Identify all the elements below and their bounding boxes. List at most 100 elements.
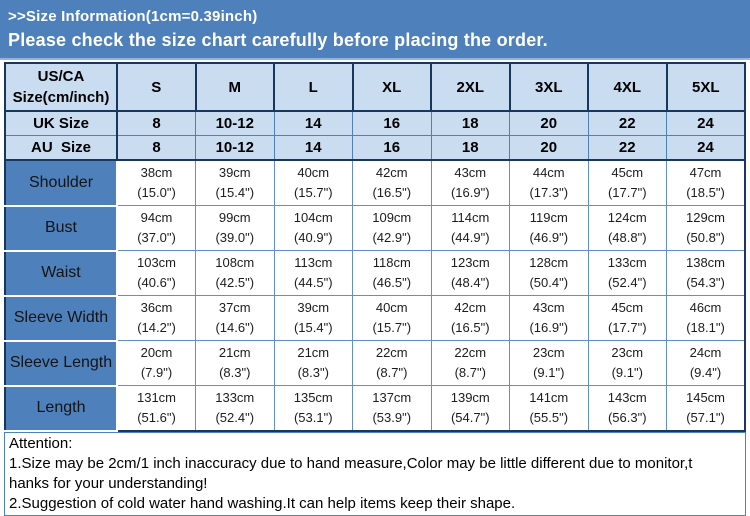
inch-value: (16.5") <box>372 185 412 200</box>
cm-value: 39cm <box>297 300 330 315</box>
inch-value: (18.1") <box>686 320 725 335</box>
cm-value: 133cm <box>607 255 647 270</box>
cm-value: 124cm <box>607 210 647 225</box>
size-chart-table: US/CA Size(cm/inch) S M L XL 2XL 3XL 4XL… <box>4 62 746 432</box>
cm-value: 37cm <box>218 300 251 315</box>
inch-value: (48.8") <box>607 230 647 245</box>
inch-value: (15.4") <box>293 320 333 335</box>
inch-value: (56.3") <box>607 410 647 425</box>
measurement-cell: 36cm (14.2") <box>116 295 196 341</box>
measurement-cell: 99cm (39.0") <box>195 205 275 251</box>
inch-value: (17.7") <box>607 185 647 200</box>
cm-value: 123cm <box>450 255 490 270</box>
cm-value: 47cm <box>689 165 722 180</box>
size-column-header-5xl: 5XL <box>665 62 746 112</box>
cm-value: 141cm <box>529 390 569 405</box>
uk-size-value: 14 <box>273 110 353 136</box>
measurement-cell: 45cm (17.7") <box>587 295 667 341</box>
cm-value: 45cm <box>611 165 644 180</box>
size-info-banner: >>Size Information(1cm=0.39inch) Please … <box>0 0 750 60</box>
inch-value: (8.3") <box>219 365 251 380</box>
inch-value: (48.4") <box>450 275 490 290</box>
measurement-cell: 131cm (51.6") <box>116 385 196 432</box>
measurement-cell: 21cm (8.3") <box>273 340 353 386</box>
banner-subtitle: Please check the size chart carefully be… <box>8 30 548 50</box>
attention-line: hanks for your understanding! <box>9 475 208 492</box>
au-size-value: 22 <box>587 135 667 161</box>
inch-value: (16.9") <box>450 185 490 200</box>
measurement-cell: 113cm (44.5") <box>273 250 353 296</box>
cm-value: 129cm <box>685 210 726 225</box>
cm-value: 22cm <box>375 345 408 360</box>
cm-value: 138cm <box>685 255 726 270</box>
cm-value: 113cm <box>294 255 333 270</box>
cm-value: 22cm <box>454 345 487 360</box>
attention-heading: Attention: <box>9 435 73 452</box>
cm-value: 118cm <box>372 255 411 270</box>
measurement-cell: 135cm (53.1") <box>273 385 353 432</box>
corner-header-line1: US/CA <box>37 68 85 85</box>
measurement-cell: 94cm (37.0") <box>116 205 196 251</box>
cm-value: 42cm <box>375 165 408 180</box>
cm-value: 43cm <box>454 165 487 180</box>
au-size-value: 14 <box>273 135 353 161</box>
inch-value: (8.3") <box>297 365 329 380</box>
measurement-cell: 103cm (40.6") <box>116 250 196 296</box>
inch-value: (44.5") <box>293 275 333 290</box>
inch-value: (51.6") <box>137 410 176 425</box>
cm-value: 40cm <box>375 300 408 315</box>
inch-value: (16.9") <box>529 320 569 335</box>
inch-value: (39.0") <box>215 230 255 245</box>
cm-value: 42cm <box>454 300 487 315</box>
cm-value: 119cm <box>529 210 568 225</box>
cm-value: 131cm <box>136 390 177 405</box>
cm-value: 45cm <box>611 300 644 315</box>
uk-size-value: 10-12 <box>195 110 275 136</box>
attention-note: Attention: 1.Size may be 2cm/1 inch inac… <box>4 432 746 516</box>
size-header-row: US/CA Size(cm/inch) S M L XL 2XL 3XL 4XL… <box>4 62 746 112</box>
cm-value: 143cm <box>607 390 647 405</box>
measurement-cell: 24cm (9.4") <box>666 340 746 386</box>
au-size-value: 24 <box>666 135 746 161</box>
size-column-header-4xl: 4XL <box>587 62 668 112</box>
measurement-cell: 47cm (18.5") <box>666 159 746 206</box>
corner-header-cell: US/CA Size(cm/inch) <box>4 62 118 112</box>
cm-value: 20cm <box>140 345 173 360</box>
cm-value: 23cm <box>611 345 644 360</box>
measurement-cell: 39cm (15.4") <box>195 159 275 206</box>
inch-value: (9.4") <box>689 365 722 380</box>
measurement-cell: 139cm (54.7") <box>430 385 510 432</box>
size-column-header-xl: XL <box>351 62 432 112</box>
inch-value: (53.1") <box>293 410 333 425</box>
uk-size-value: 8 <box>116 110 196 136</box>
inch-value: (54.3") <box>686 275 725 290</box>
cm-value: 137cm <box>372 390 412 405</box>
measurement-row-shoulder: Shoulder 38cm (15.0") 39cm (15.4") 40cm (15… <box>4 159 746 207</box>
uk-size-value: 22 <box>587 110 667 136</box>
inch-value: (54.7") <box>450 410 490 425</box>
uk-size-value: 24 <box>666 110 746 136</box>
inch-value: (46.9") <box>529 230 569 245</box>
measurement-cell: 39cm (15.4") <box>273 295 353 341</box>
measurement-cell: 44cm (17.3") <box>509 159 589 206</box>
inch-value: (42.5") <box>215 275 255 290</box>
measurement-cell: 104cm (40.9") <box>273 205 353 251</box>
measurement-cell: 23cm (9.1") <box>509 340 589 386</box>
measurement-cell: 42cm (16.5") <box>430 295 510 341</box>
measurement-cell: 46cm (18.1") <box>666 295 746 341</box>
measurement-cell: 42cm (16.5") <box>352 159 432 206</box>
cm-value: 128cm <box>529 255 569 270</box>
row-label-bust: Bust <box>4 204 118 252</box>
size-column-header-l: L <box>273 62 354 112</box>
measurement-row-sleeve-width: Sleeve Width 36cm (14.2") 37cm (14.6") 39c… <box>4 294 746 342</box>
measurement-cell: 123cm (48.4") <box>430 250 510 296</box>
inch-value: (15.7") <box>372 320 412 335</box>
measurement-cell: 38cm (15.0") <box>116 159 196 206</box>
cm-value: 38cm <box>140 165 173 180</box>
attention-line: 2.Suggestion of cold water hand washing.… <box>9 495 516 512</box>
measurement-row-length: Length 131cm (51.6") 133cm (52.4") 135cm (5… <box>4 384 746 432</box>
inch-value: (57.1") <box>686 410 725 425</box>
cm-value: 104cm <box>293 210 333 225</box>
inch-value: (15.0") <box>137 185 176 200</box>
measurement-cell: 114cm (44.9") <box>430 205 510 251</box>
